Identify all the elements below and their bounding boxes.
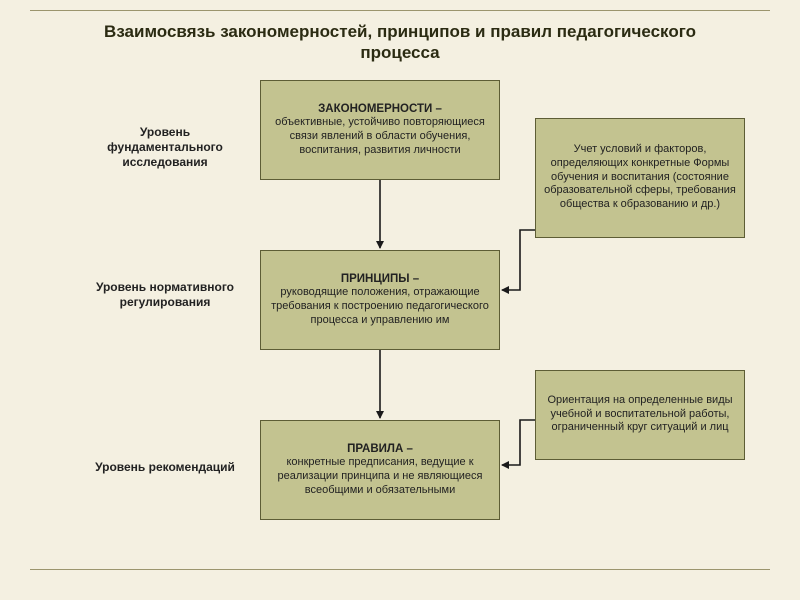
box-body: объективные, устойчиво повторяющиеся свя…	[267, 116, 493, 157]
level-label-2: Уровень нормативного регулирования	[90, 280, 240, 310]
box-title: ЗАКОНОМЕРНОСТИ –	[267, 102, 493, 116]
box-title: ПРИНЦИПЫ –	[267, 272, 493, 286]
box-side-orientation: Ориентация на определенные виды учебной …	[535, 370, 745, 460]
box-body: руководящие положения, отражающие требов…	[267, 286, 493, 327]
arrow-s1-b2	[502, 230, 535, 290]
box-body: конкретные предписания, ведущие к реализ…	[267, 456, 493, 497]
slide-title: Взаимосвязь закономерностей, принципов и…	[30, 11, 770, 70]
level-label-3: Уровень рекомендаций	[90, 460, 240, 475]
box-principy: ПРИНЦИПЫ – руководящие положения, отража…	[260, 250, 500, 350]
box-body: Ориентация на определенные виды учебной …	[542, 394, 738, 435]
box-zakonomernosti: ЗАКОНОМЕРНОСТИ – объективные, устойчиво …	[260, 80, 500, 180]
box-title: ПРАВИЛА –	[267, 442, 493, 456]
diagram-canvas: Уровень фундаментального исследования Ур…	[30, 70, 770, 560]
box-pravila: ПРАВИЛА – конкретные предписания, ведущи…	[260, 420, 500, 520]
slide-frame: Взаимосвязь закономерностей, принципов и…	[30, 10, 770, 570]
box-body: Учет условий и факторов, определяющих ко…	[542, 143, 738, 212]
arrow-s2-b3	[502, 420, 535, 465]
level-label-1: Уровень фундаментального исследования	[90, 125, 240, 170]
box-side-conditions: Учет условий и факторов, определяющих ко…	[535, 118, 745, 238]
